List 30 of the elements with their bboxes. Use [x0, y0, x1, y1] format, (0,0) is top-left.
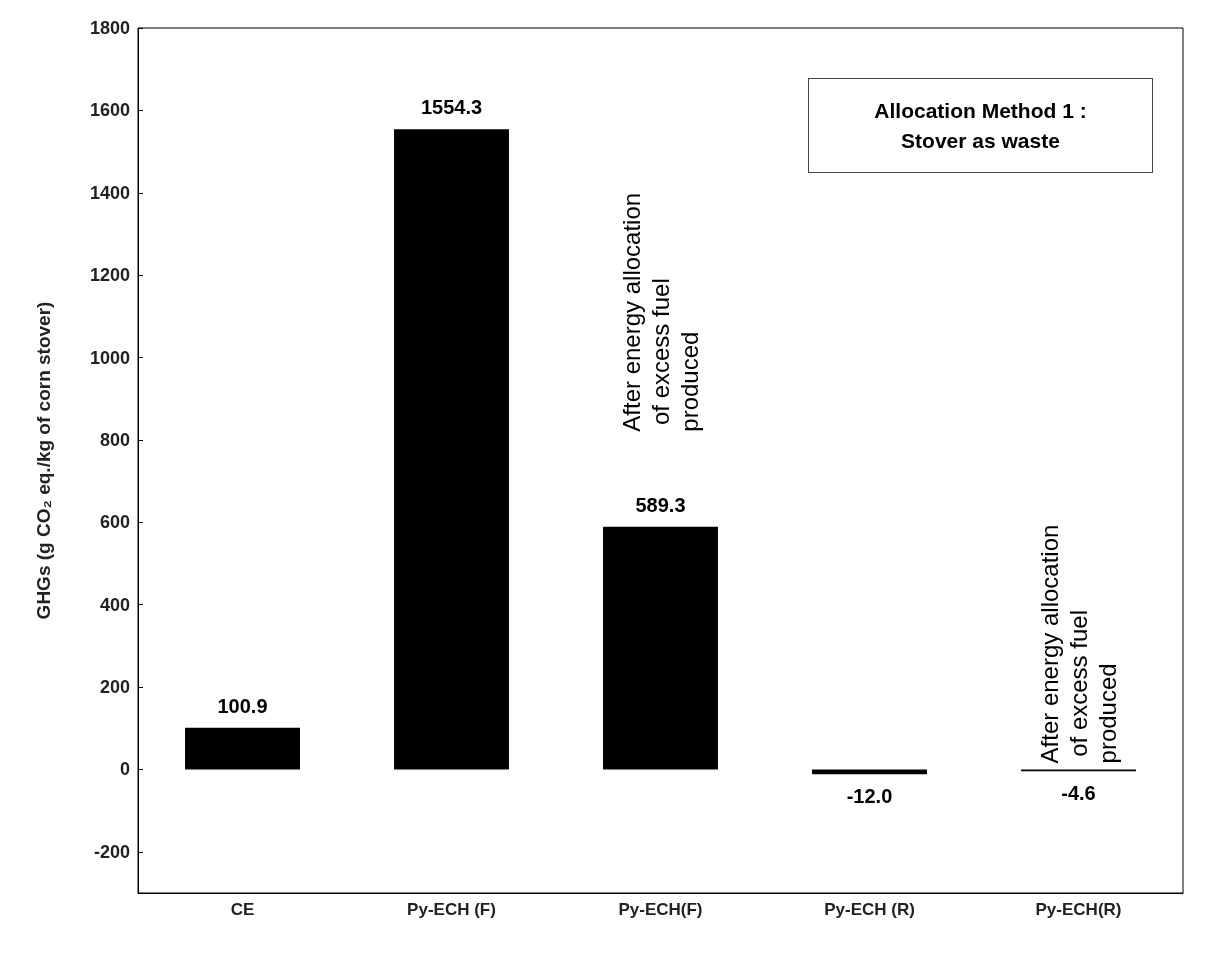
- y-tick-label: 1600: [89, 100, 130, 121]
- annotation: After energy allocation of excess fuel produced: [618, 192, 703, 432]
- y-tick-label: 1000: [89, 347, 130, 368]
- y-tick-label: 1800: [89, 18, 130, 38]
- x-tick-label: Py-ECH (R): [824, 900, 915, 919]
- y-tick-label: 800: [99, 429, 130, 450]
- y-tick-label: -200: [93, 841, 130, 862]
- y-tick-label: 600: [99, 512, 130, 533]
- note-box: Allocation Method 1 : Stover as waste: [808, 78, 1153, 173]
- data-label: 589.3: [635, 493, 686, 516]
- y-tick-label: 200: [99, 677, 130, 698]
- annotation: Allocation Method 1 : Stover as waste: [873, 97, 1088, 154]
- y-tick-label: 400: [99, 594, 130, 615]
- x-tick-label: Py-ECH(F): [618, 900, 703, 919]
- data-label: 100.9: [217, 694, 268, 717]
- bar: [185, 727, 300, 770]
- bar: [603, 526, 718, 770]
- x-tick-label: Py-ECH (F): [407, 900, 496, 919]
- data-label: 1554.3: [420, 96, 483, 119]
- bar: [812, 769, 927, 775]
- data-label: -4.6: [1061, 782, 1096, 805]
- y-tick-label: 1200: [89, 265, 130, 286]
- y-tick-label: 1400: [89, 182, 130, 203]
- x-tick-label: CE: [230, 900, 255, 919]
- annotation: After energy allocation of excess fuel produced: [1036, 524, 1121, 764]
- data-label: -12.0: [846, 785, 893, 808]
- bar: [394, 129, 509, 770]
- y-tick-label: 0: [119, 759, 130, 780]
- y-axis-title: GHGs (g CO₂ eq./kg of corn stover): [33, 301, 54, 620]
- x-tick-label: Py-ECH(R): [1035, 900, 1122, 919]
